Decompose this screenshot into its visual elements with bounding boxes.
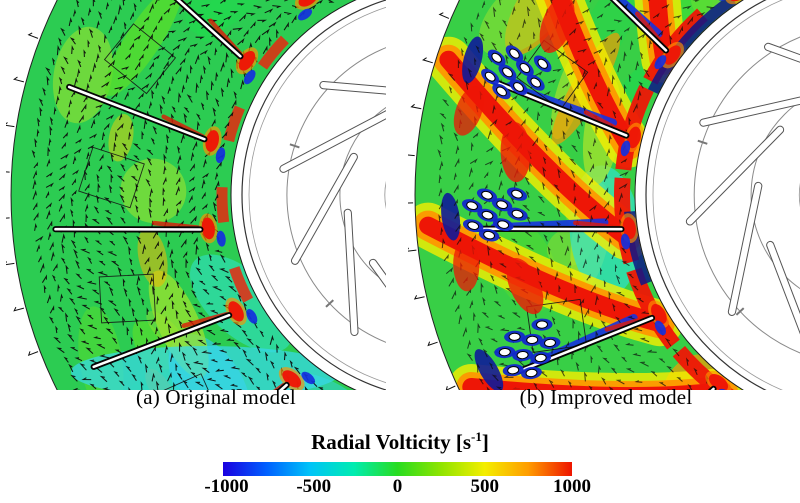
- vortex-pin: [467, 221, 480, 230]
- domain-boundary-ticks: [6, 0, 58, 390]
- domain-boundary-ticks: [408, 0, 461, 390]
- vortex-pin: [516, 350, 529, 360]
- impeller-blade: [727, 181, 763, 316]
- vortex-pin: [466, 201, 478, 211]
- colorbar-tick: 500: [470, 476, 500, 497]
- colorbar-tick: 0: [392, 476, 403, 497]
- colorbar-gradient: [223, 462, 572, 476]
- vaneless-gap: [230, 0, 386, 390]
- impeller-blade: [368, 258, 386, 364]
- caption-original-model: (a) Original model: [136, 385, 296, 409]
- vortex-pin: [534, 353, 547, 363]
- vortex-pin: [513, 82, 524, 92]
- colorbar-title-text: Radial Volticity [s: [311, 430, 471, 454]
- vortex-pin: [497, 220, 510, 229]
- impeller-blade: [764, 42, 800, 95]
- vortex-pin: [496, 86, 507, 97]
- vortex-pin: [519, 62, 531, 74]
- colorbar-tick-labels: -1000 -500 0 500 1000: [204, 476, 591, 502]
- vortex-pin: [544, 338, 556, 348]
- vortex-pin: [537, 58, 548, 69]
- vortex-pin: [511, 189, 523, 199]
- vortex-pin: [536, 320, 548, 329]
- impeller-blade: [699, 90, 800, 127]
- impeller-blade: [685, 125, 785, 226]
- vortex-pin: [507, 366, 520, 375]
- vortex-pin: [491, 52, 502, 63]
- vortex-pin: [496, 200, 508, 210]
- colorbar-tick: -1000: [204, 476, 249, 497]
- panel-original-model: [6, 0, 386, 390]
- vortex-pin: [481, 210, 494, 220]
- vortex-pin: [502, 67, 513, 78]
- impeller-blade: [279, 109, 386, 173]
- cfd-contour-a: [6, 0, 386, 390]
- vortex-pin: [525, 368, 538, 378]
- vortex-pin: [530, 77, 542, 88]
- cfd-contour-b: [408, 0, 800, 390]
- vorticity-field: [415, 0, 800, 390]
- colorbar-tick: -500: [296, 476, 332, 497]
- impeller-blade: [319, 81, 386, 100]
- vortex-pin: [511, 209, 524, 219]
- vortex-pin: [508, 332, 521, 341]
- caption-improved-model: (b) Improved model: [519, 385, 693, 409]
- impeller-blade: [766, 240, 800, 370]
- colorbar-title: Radial Volticity [s-1]: [0, 429, 800, 455]
- velocity-vectors: [31, 0, 386, 390]
- impeller-line-art: [685, 22, 800, 370]
- vortex-pin: [498, 347, 511, 357]
- vortex-pin: [481, 190, 493, 200]
- vortex-pin: [509, 48, 520, 59]
- impeller-blade: [343, 208, 359, 337]
- impeller-line-art: [279, 33, 386, 364]
- colorbar-title-close: ]: [481, 430, 489, 454]
- vortex-pin: [484, 71, 496, 82]
- panel-improved-model: [408, 0, 800, 390]
- vortex-pin: [483, 230, 496, 240]
- impeller-blade: [290, 152, 358, 265]
- colorbar-title-exponent: -1: [471, 429, 482, 444]
- vortex-pin: [526, 335, 539, 345]
- colorbar-tick: 1000: [553, 476, 591, 497]
